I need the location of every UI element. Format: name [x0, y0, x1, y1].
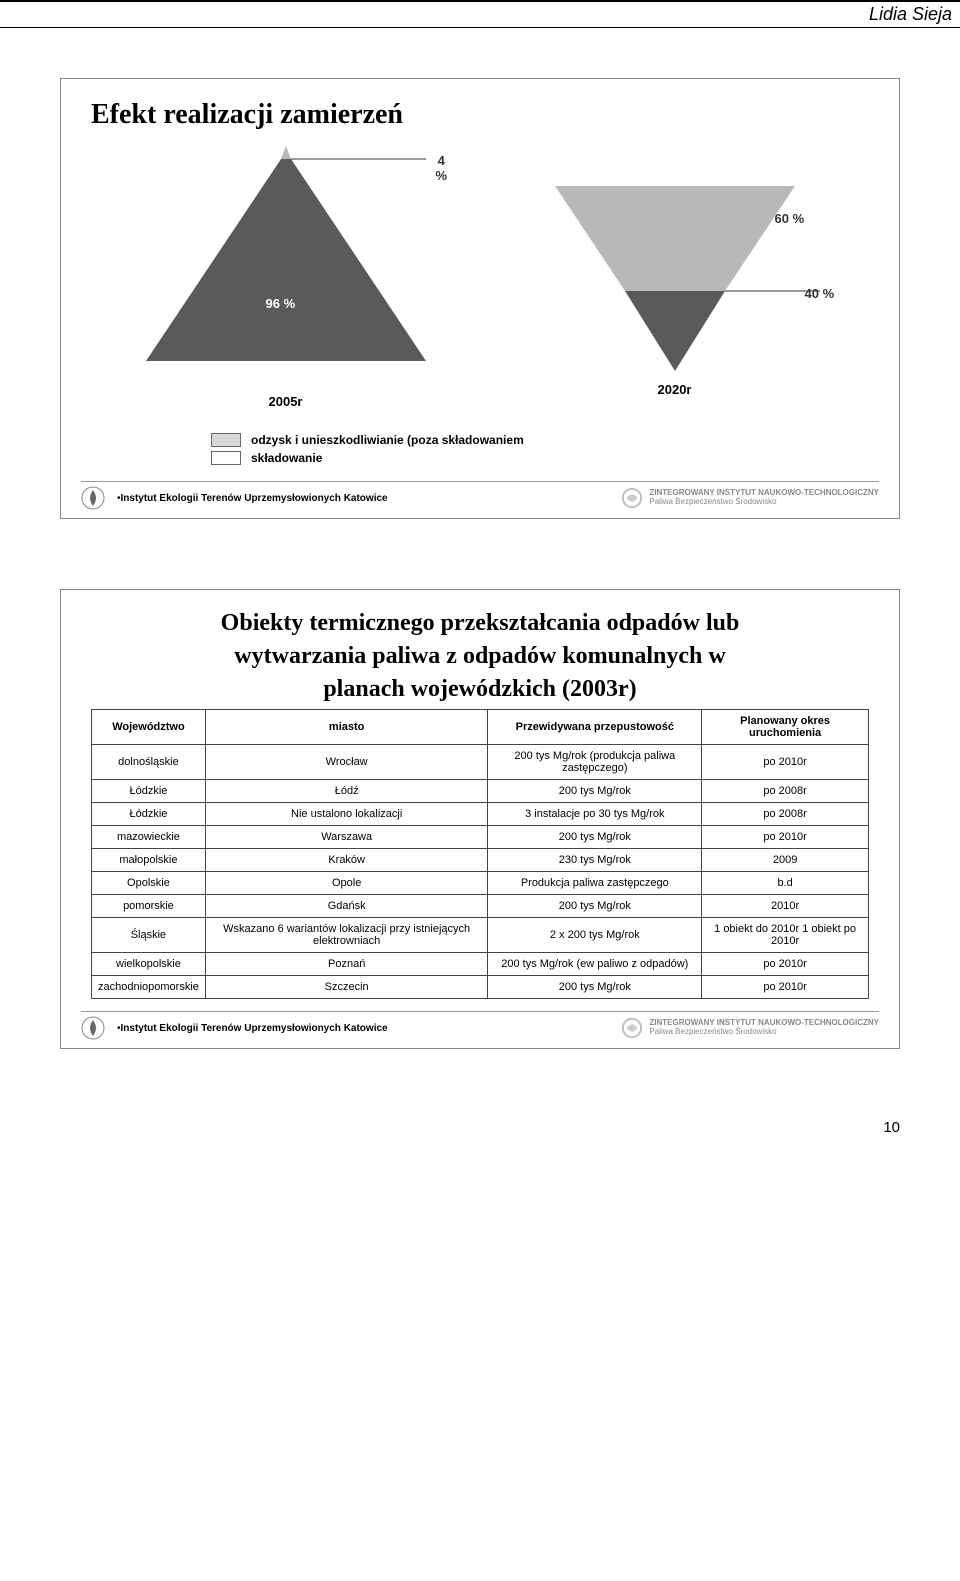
table-cell: zachodniopomorskie: [92, 976, 206, 999]
triangle-right: 60 % 40 % 2020r: [515, 141, 835, 397]
table-cell: 2010r: [702, 895, 869, 918]
page-header: Lidia Sieja: [0, 0, 960, 28]
table-cell: Gdańsk: [205, 895, 488, 918]
table-cell: 200 tys Mg/rok: [488, 780, 702, 803]
slide-1: Efekt realizacji zamierzeń 4 % 96 % 2005…: [60, 78, 900, 519]
table-cell: Łódzkie: [92, 803, 206, 826]
footer-left-text: Instytut Ekologii Terenów Uprzemysłowion…: [121, 493, 388, 504]
legend-row-1: odzysk i unieszkodliwianie (poza składow…: [211, 433, 869, 447]
table-cell: Szczecin: [205, 976, 488, 999]
table-cell: po 2010r: [702, 953, 869, 976]
table-cell: Łódź: [205, 780, 488, 803]
col-1: miasto: [205, 710, 488, 745]
table-cell: 1 obiekt do 2010r 1 obiekt po 2010r: [702, 918, 869, 953]
triangle-left-svg: [126, 141, 446, 381]
table-cell: mazowieckie: [92, 826, 206, 849]
table-cell: 230 tys Mg/rok: [488, 849, 702, 872]
table-cell: 3 instalacje po 30 tys Mg/rok: [488, 803, 702, 826]
legend-label-2: składowanie: [251, 451, 322, 465]
table-row: wielkopolskiePoznań200 tys Mg/rok (ew pa…: [92, 953, 869, 976]
tri-right-top-pct: 60 %: [775, 211, 805, 226]
tri-left-top-pct: 4 %: [436, 153, 448, 183]
table-cell: b.d: [702, 872, 869, 895]
page-number: 10: [0, 1119, 960, 1156]
institute-logo-icon: [81, 486, 111, 510]
table-cell: wielkopolskie: [92, 953, 206, 976]
tri-right-bottom-pct: 40 %: [805, 286, 835, 301]
slide1-footer: • Instytut Ekologii Terenów Uprzemysłowi…: [61, 482, 899, 518]
table-cell: Opole: [205, 872, 488, 895]
col-2: Przewidywana przepustowość: [488, 710, 702, 745]
table-cell: Wrocław: [205, 745, 488, 780]
table-row: zachodniopomorskieSzczecin200 tys Mg/rok…: [92, 976, 869, 999]
legend-label-1: odzysk i unieszkodliwianie (poza składow…: [251, 433, 524, 447]
table-cell: 200 tys Mg/rok: [488, 976, 702, 999]
table-cell: 2 x 200 tys Mg/rok: [488, 918, 702, 953]
table-header-row: Województwo miasto Przewidywana przepust…: [92, 710, 869, 745]
table-cell: 200 tys Mg/rok (ew paliwo z odpadów): [488, 953, 702, 976]
institute-logo-icon: [81, 1016, 111, 1040]
tri-left-bottom-pct: 96 %: [266, 296, 296, 311]
table-cell: po 2010r: [702, 826, 869, 849]
legend-swatch-1: [211, 433, 241, 447]
table-row: ŚląskieWskazano 6 wariantów lokalizacji …: [92, 918, 869, 953]
table-row: ŁódzkieŁódź200 tys Mg/rokpo 2008r: [92, 780, 869, 803]
slide2-title-line2: wytwarzania paliwa z odpadów komunalnych…: [91, 643, 869, 670]
col-0: Województwo: [92, 710, 206, 745]
footer-right-text: ZINTEGROWANY INSTYTUT NAUKOWO-TECHNOLOGI…: [649, 1019, 879, 1037]
table-row: ŁódzkieNie ustalono lokalizacji3 instala…: [92, 803, 869, 826]
footer-right-text: ZINTEGROWANY INSTYTUT NAUKOWO-TECHNOLOGI…: [649, 489, 879, 507]
slide1-title: Efekt realizacji zamierzeń: [91, 99, 869, 131]
table-cell: małopolskie: [92, 849, 206, 872]
footer-left-text: Instytut Ekologii Terenów Uprzemysłowion…: [121, 1023, 388, 1034]
table-cell: pomorskie: [92, 895, 206, 918]
table-cell: dolnośląskie: [92, 745, 206, 780]
table-cell: Śląskie: [92, 918, 206, 953]
table-cell: po 2008r: [702, 780, 869, 803]
partner-logo-icon: [621, 1017, 643, 1039]
tri-right-year: 2020r: [515, 382, 835, 397]
table-cell: po 2010r: [702, 976, 869, 999]
table-cell: 200 tys Mg/rok: [488, 826, 702, 849]
table-cell: Produkcja paliwa zastępczego: [488, 872, 702, 895]
partner-logo-icon: [621, 487, 643, 509]
data-table: Województwo miasto Przewidywana przepust…: [91, 709, 869, 999]
legend: odzysk i unieszkodliwianie (poza składow…: [211, 433, 869, 465]
table-cell: Nie ustalono lokalizacji: [205, 803, 488, 826]
slide-2: Obiekty termicznego przekształcania odpa…: [60, 589, 900, 1049]
table-cell: Opolskie: [92, 872, 206, 895]
table-cell: Łódzkie: [92, 780, 206, 803]
triangle-left: 4 % 96 % 2005r: [126, 141, 446, 409]
table-row: OpolskieOpoleProdukcja paliwa zastępczeg…: [92, 872, 869, 895]
table-cell: Poznań: [205, 953, 488, 976]
table-row: małopolskieKraków230 tys Mg/rok2009: [92, 849, 869, 872]
table-row: pomorskieGdańsk200 tys Mg/rok2010r: [92, 895, 869, 918]
table-row: dolnośląskieWrocław200 tys Mg/rok (produ…: [92, 745, 869, 780]
table-cell: Wskazano 6 wariantów lokalizacji przy is…: [205, 918, 488, 953]
slide2-title-line3: planach wojewódzkich (2003r): [91, 676, 869, 703]
triangles-chart: 4 % 96 % 2005r 60 % 40 % 2020r: [91, 141, 869, 421]
legend-swatch-2: [211, 451, 241, 465]
table-row: mazowieckieWarszawa200 tys Mg/rokpo 2010…: [92, 826, 869, 849]
slide2-title-line1: Obiekty termicznego przekształcania odpa…: [91, 610, 869, 637]
slide2-footer: • Instytut Ekologii Terenów Uprzemysłowi…: [61, 1012, 899, 1048]
table-cell: 200 tys Mg/rok (produkcja paliwa zastępc…: [488, 745, 702, 780]
legend-row-2: składowanie: [211, 451, 869, 465]
tri-left-year: 2005r: [126, 394, 446, 409]
table-cell: po 2008r: [702, 803, 869, 826]
col-3: Planowany okres uruchomienia: [702, 710, 869, 745]
table-cell: 200 tys Mg/rok: [488, 895, 702, 918]
table-cell: po 2010r: [702, 745, 869, 780]
table-cell: Kraków: [205, 849, 488, 872]
table-cell: Warszawa: [205, 826, 488, 849]
table-cell: 2009: [702, 849, 869, 872]
author-name: Lidia Sieja: [869, 4, 952, 24]
